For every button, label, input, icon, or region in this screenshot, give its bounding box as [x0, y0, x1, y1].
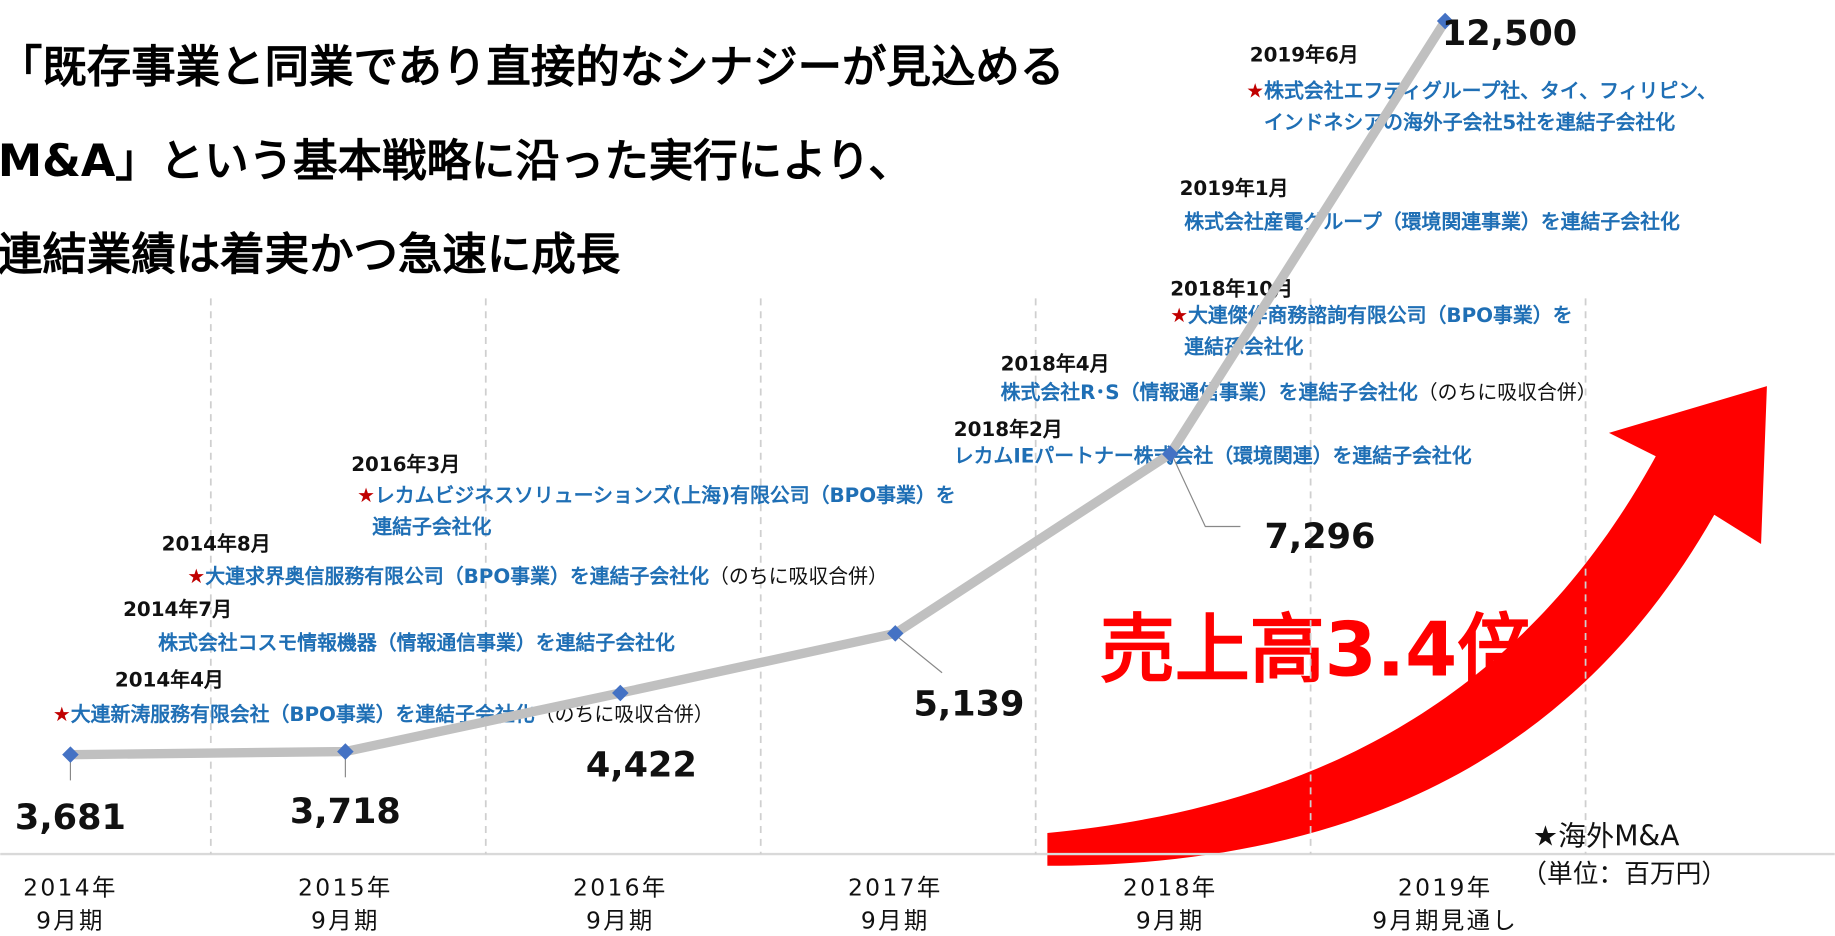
annotation: ★大連傑作商務諮詢有限公司（BPO事業）を [1170, 303, 1572, 326]
growth-arrow [1047, 386, 1767, 866]
x-tick-label: 2016年 [573, 874, 668, 902]
annotation-date: 2014年7月 [123, 598, 232, 621]
annotation: 株式会社コスモ情報機器（情報通信事業）を連結子会社化 [158, 631, 675, 654]
x-tick-label: 2019年 [1398, 874, 1493, 902]
annotation-date: 2018年10月 [1170, 278, 1293, 301]
annotation: ★大連求界奥信服務有限公司（BPO事業）を連結子会社化（のちに吸収合併） [187, 564, 887, 587]
annotation-note: （のちに吸収合併） [535, 702, 714, 725]
annotation-text: 株式会社産電グループ（環境関連事業）を連結子会社化 [1184, 210, 1680, 233]
star: ★ [187, 564, 205, 587]
value-label: 5,139 [913, 684, 1024, 725]
value-label: 12,500 [1442, 13, 1577, 54]
unit: （単位：百万円） [1521, 860, 1727, 890]
x-tick-label: 2018年 [1123, 874, 1218, 902]
annotation: 連結子会社化 [372, 515, 491, 538]
annotation-text: インドネシアの海外子会社5社を連結子会社化 [1264, 110, 1675, 133]
annotation: 株式会社R･S（情報通信事業）を連結子会社化（のちに吸収合併） [1001, 381, 1597, 404]
annotation-note: （のちに吸収合併） [709, 564, 888, 587]
annotation: ★株式会社エフティグループ社、タイ、フィリピン、 [1246, 79, 1717, 102]
annotation-date: 2018年2月 [954, 418, 1063, 441]
line [70, 18, 1450, 760]
value-label: 4,422 [586, 744, 697, 785]
x-tick-label: 9月期 [861, 906, 930, 934]
point [62, 746, 79, 763]
annotation-date: 2014年8月 [162, 533, 271, 556]
star: ★ [1246, 79, 1264, 102]
point [1436, 12, 1454, 30]
annotation-note: （のちに吸収合併） [1418, 381, 1597, 404]
title: M&A」という基本戦略に沿った実行により、 [0, 136, 913, 187]
annotation: ★レカムビジネスソリューションズ(上海)有限公司（BPO事業）を [357, 484, 956, 507]
annotation: レカムIEパートナー株式会社（環境関連）を連結子会社化 [954, 444, 1472, 467]
highlight: 売上高3.4倍 [1100, 607, 1532, 694]
annotation-text: 連結子会社化 [372, 515, 491, 538]
annotation: インドネシアの海外子会社5社を連結子会社化 [1264, 110, 1675, 133]
annotation-date: 2014年4月 [115, 668, 224, 691]
star: ★ [1170, 303, 1188, 326]
annotation: ★大連新涛服務有限会社（BPO事業）を連結子会社化（のちに吸収合併） [53, 702, 714, 725]
annotation-text: 株式会社エフティグループ社、タイ、フィリピン、 [1264, 79, 1717, 102]
point [886, 625, 904, 642]
x-tick-label: 9月期 [1136, 906, 1205, 934]
x-tick-label: 2017年 [848, 874, 943, 902]
star: ★ [357, 484, 375, 507]
x-tick-label: 9月期見通し [1372, 906, 1518, 934]
legend: ★海外M&A [1533, 820, 1680, 853]
value-label: 3,681 [15, 797, 126, 838]
annotation-text: 株式会社コスモ情報機器（情報通信事業）を連結子会社化 [158, 631, 675, 654]
star: ★ [53, 702, 71, 725]
value-label: 3,718 [290, 791, 401, 832]
x-tick-label: 2015年 [298, 874, 393, 902]
x-tick-label: 2014年 [23, 874, 118, 902]
annotation-text: レカムIEパートナー株式会社（環境関連）を連結子会社化 [954, 444, 1472, 467]
annotation-text: レカムビジネスソリューションズ(上海)有限公司（BPO事業）を [375, 484, 956, 507]
value-label: 7,296 [1264, 516, 1375, 557]
x-tick-label: 9月期 [36, 906, 105, 934]
x-tick-label: 9月期 [586, 906, 655, 934]
title: 「既存事業と同業であり直接的なシナジーが見込める [0, 42, 1064, 93]
annotation-date: 2016年3月 [351, 453, 460, 476]
point [337, 743, 354, 760]
leader [898, 637, 943, 674]
annotation: 株式会社産電グループ（環境関連事業）を連結子会社化 [1184, 210, 1680, 233]
annotation-text: 大連求界奥信服務有限公司（BPO事業）を連結子会社化 [205, 564, 709, 587]
x-tick-label: 9月期 [311, 906, 380, 934]
annotation-date: 2019年1月 [1180, 177, 1289, 200]
title: 連結業績は着実かつ急速に成長 [0, 229, 621, 280]
annotation-text: 大連新涛服務有限会社（BPO事業）を連結子会社化 [71, 702, 535, 725]
annotation-date: 2018年4月 [1001, 353, 1110, 376]
annotation-text: 大連傑作商務諮詢有限公司（BPO事業）を [1188, 303, 1573, 326]
leader [1173, 458, 1241, 528]
annotation-date: 2019年6月 [1250, 44, 1359, 67]
